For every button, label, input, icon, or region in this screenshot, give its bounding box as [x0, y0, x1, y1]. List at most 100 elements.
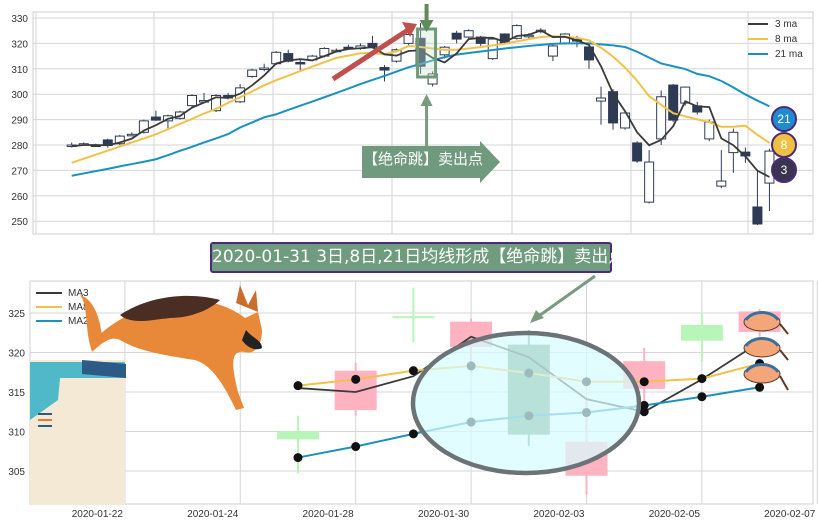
bottom-ytick-label: 320	[8, 349, 25, 360]
badge-21ma: 21	[771, 106, 797, 132]
diving-board	[82, 360, 126, 378]
bird	[743, 363, 789, 391]
ma8-marker	[408, 366, 418, 376]
callout-arrow-shaft	[535, 274, 596, 320]
ma3-marker	[639, 407, 649, 417]
bird-illustrations	[743, 311, 789, 391]
dog-ears	[236, 285, 258, 312]
ma21-marker	[639, 400, 649, 410]
candle	[716, 180, 727, 187]
bottom-ytick-label: 305	[8, 467, 25, 478]
candle	[704, 121, 715, 140]
ma3-line	[71, 29, 770, 178]
legend-label-8ma: 8 ma	[775, 34, 798, 45]
bottom-legend: MA3 MA8 MA21	[36, 288, 95, 327]
candle	[392, 316, 435, 319]
platform-edge	[30, 362, 125, 420]
sell-point-label: 【绝命跳】卖出点	[363, 150, 484, 168]
legend-label-3ma: 3 ma	[775, 19, 798, 30]
candle	[247, 69, 258, 77]
ma8-marker	[351, 374, 361, 384]
candle	[259, 67, 270, 71]
ma21-marker	[293, 453, 303, 463]
badge-3ma: 3	[771, 157, 797, 183]
top-ytick-label: 250	[11, 217, 28, 228]
dog-back	[120, 295, 220, 322]
candle	[463, 30, 474, 38]
bird	[743, 337, 789, 361]
bottom-xtick-label: 2020-01-22	[72, 509, 124, 520]
down-arrow-head	[419, 20, 434, 32]
candle	[608, 91, 619, 124]
top-ytick-label: 270	[11, 166, 28, 177]
top-ytick-label: 330	[11, 14, 28, 25]
candle	[277, 431, 319, 440]
sell-point-arrow-box	[362, 141, 500, 183]
candle	[451, 32, 462, 40]
candle	[644, 161, 655, 203]
ma21-marker	[697, 392, 707, 402]
bottom-xtick-label: 2020-01-28	[303, 509, 355, 520]
candle	[427, 73, 438, 85]
top-ma-lines	[71, 29, 770, 178]
dog-tail	[80, 295, 102, 345]
dog-body	[90, 300, 262, 410]
highlight-box	[416, 27, 438, 79]
candle	[138, 120, 149, 133]
candle	[559, 33, 570, 44]
top-ytick-label: 280	[11, 141, 28, 152]
ma21-marker	[408, 429, 418, 439]
jumping-dog-illustration	[30, 285, 262, 505]
dog-snout	[242, 330, 262, 350]
candle	[379, 67, 390, 71]
candle	[752, 206, 763, 225]
bottom-xtick-label: 2020-02-03	[533, 509, 585, 520]
candle	[187, 94, 197, 107]
candle	[632, 142, 643, 162]
top-ytick-label: 310	[11, 65, 28, 76]
bottom-ytick-label: 310	[8, 428, 25, 439]
top-legend: 3 ma 8 ma 21 ma	[748, 19, 803, 60]
bird	[743, 311, 789, 335]
highlight-circle	[410, 330, 642, 476]
ma21-marker	[755, 382, 765, 392]
candle	[150, 116, 161, 121]
up-arrow-head	[420, 94, 433, 106]
candle	[680, 324, 723, 341]
candle	[511, 25, 522, 39]
candle	[114, 135, 125, 145]
bottom-xtick-label: 2020-02-05	[649, 509, 701, 520]
top-ytick-label: 320	[11, 39, 28, 50]
top-annotations	[331, 4, 500, 183]
ma8-marker	[293, 381, 303, 391]
legend-label-ma21: MA21	[68, 316, 95, 327]
red-arrow-head	[402, 22, 417, 37]
candle	[403, 34, 414, 44]
top-ytick-label: 300	[11, 90, 28, 101]
top-ytick-label: 260	[11, 192, 28, 203]
badge-8ma: 8	[771, 132, 797, 158]
candle	[295, 61, 306, 65]
bottom-ytick-label: 315	[8, 388, 25, 399]
legend-label-ma3: MA3	[68, 288, 89, 299]
bottom-xtick-label: 2020-02-07	[764, 509, 816, 520]
bottom-xtick-label: 2020-01-24	[187, 509, 239, 520]
legend-label-21ma: 21 ma	[775, 49, 803, 60]
candle	[211, 94, 222, 112]
red-arrow-shaft	[331, 27, 410, 82]
top-ytick-label: 290	[11, 116, 28, 127]
candle	[439, 46, 450, 56]
ma8-marker	[639, 377, 649, 387]
candle	[596, 97, 607, 102]
callout-arrow-head	[530, 310, 544, 323]
ma8-line	[71, 35, 770, 164]
legend-label-ma8: MA8	[68, 302, 89, 313]
bottom-ytick-label: 325	[8, 309, 25, 320]
chart-title-callout: 2020-01-31 3日,8日,21日均线形成【绝命跳】卖出点	[210, 242, 625, 273]
ma21-marker	[351, 442, 361, 452]
ma8-marker	[697, 374, 707, 384]
candle	[668, 84, 679, 121]
bottom-annotations	[410, 274, 642, 476]
ma21-line	[71, 42, 770, 177]
